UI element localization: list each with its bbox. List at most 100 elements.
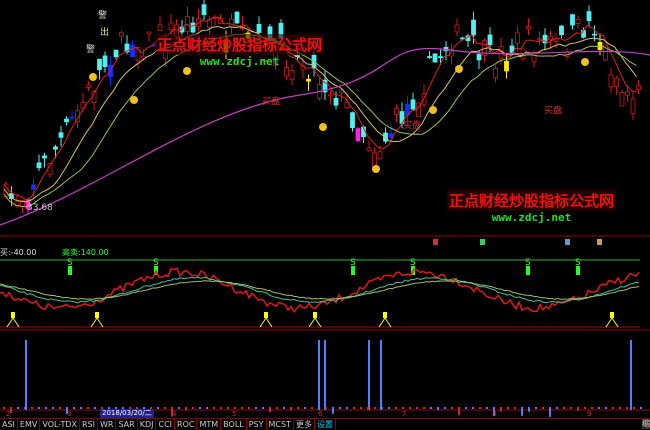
tab-2[interactable]: VOL-TDX [40, 419, 80, 430]
watermark-title: 正点财经炒股指标公式网 [155, 34, 325, 55]
volume-bar [185, 407, 187, 411]
volume-bar [388, 407, 390, 409]
signal-volume-bar [380, 340, 382, 410]
candle [636, 85, 641, 90]
volume-bar [87, 407, 89, 409]
buy-signal-bar [383, 312, 387, 318]
smiley-icon [183, 67, 191, 75]
tab-0[interactable]: ASI [0, 419, 18, 430]
volume-bar [122, 407, 124, 409]
volume-bar [38, 407, 40, 409]
candle [432, 53, 438, 63]
candle [339, 89, 344, 94]
candle [229, 18, 234, 28]
watermark-url: www.zdcj.net [199, 55, 280, 68]
volume-bar [17, 407, 19, 409]
volume-bar [465, 407, 467, 409]
candle [526, 26, 531, 30]
candle [190, 22, 196, 33]
sell-signal-label: S [67, 258, 73, 268]
candle [86, 84, 91, 88]
volume-bar [486, 407, 488, 409]
candle [146, 31, 152, 35]
watermark-bottom: 正点财经炒股指标公式网 www.zdcj.net [447, 190, 617, 224]
candle [108, 64, 113, 78]
sell-signal-bar [576, 266, 580, 275]
candle [58, 132, 64, 138]
volume-bar [52, 407, 54, 409]
indicator-buy-label: 买:-40.00 [0, 248, 37, 257]
tab-4[interactable]: WR [98, 419, 117, 430]
candle [284, 67, 289, 77]
volume-bar [395, 407, 397, 409]
tab-12[interactable]: MCST [267, 419, 294, 430]
buy-signal-marker [6, 317, 20, 328]
tab-10[interactable]: BOLL [221, 419, 247, 430]
volume-bar [325, 407, 327, 409]
sell-signal-label: S [410, 258, 416, 268]
volume-bar [213, 407, 215, 409]
smiley-icon [372, 165, 380, 173]
volume-bar [171, 407, 173, 417]
tab-3[interactable]: RSI [80, 419, 98, 430]
buy-signal-marker [605, 317, 619, 328]
candle [289, 70, 295, 80]
candle [141, 55, 146, 59]
volume-bar [556, 407, 558, 409]
axis-tick: 7 [402, 410, 407, 418]
buy-signal-bar [313, 312, 317, 318]
tab-5[interactable]: SAR [116, 419, 138, 430]
smiley-icon [319, 123, 327, 131]
signal-marker-icon [480, 239, 485, 245]
signal-marker-icon [565, 239, 570, 245]
moving-average-line [3, 33, 637, 208]
buy-label: 买盘 [262, 97, 281, 107]
volume-bar [248, 407, 250, 409]
volume-bar [283, 407, 285, 409]
candle [504, 60, 509, 72]
candle [53, 146, 58, 150]
volume-bar [521, 407, 523, 416]
candle [262, 59, 267, 62]
tab-9[interactable]: MTM [197, 419, 222, 430]
axis-tick: 5 [232, 410, 237, 418]
tab-11[interactable]: PSY [247, 419, 267, 430]
volume-bar [255, 407, 257, 409]
volume-bar [626, 407, 628, 409]
candle [42, 155, 47, 159]
candle [256, 24, 262, 33]
candle [355, 128, 361, 141]
candle [201, 4, 207, 16]
tab-6[interactable]: KDJ [138, 419, 157, 430]
candle [344, 101, 350, 109]
tab-7[interactable]: CCI [156, 419, 176, 430]
volume-bar [290, 407, 292, 411]
volume-bar [66, 407, 68, 415]
volume-bar [507, 407, 509, 409]
volume-bar [409, 407, 411, 409]
volume-bar [332, 407, 334, 414]
tab-1[interactable]: EMV [18, 419, 41, 430]
buy-signal-bar [610, 312, 614, 318]
tab-13[interactable]: 更多 [294, 419, 315, 430]
sell-signal-label: S [153, 258, 159, 268]
candle [333, 97, 339, 106]
candle [592, 33, 597, 36]
volume-bar [143, 407, 145, 409]
corner-button[interactable]: 缩 [642, 419, 650, 429]
candle [31, 184, 36, 190]
indicator-tab-bar: ASI EMV VOL-TDX RSI WR SAR KDJ CCI ROC MTM BOLL PSY… [0, 418, 650, 430]
candle [64, 118, 69, 123]
smiley-icon [429, 106, 437, 114]
volume-bar [73, 407, 75, 409]
indicator-sell-label: 高卖:140.00 [62, 248, 109, 257]
tab-14[interactable]: 设置 [315, 419, 336, 430]
candle [36, 162, 42, 169]
date-axis: 2 3 4 5 6 7 8 9 [0, 410, 650, 418]
tab-8[interactable]: ROC [175, 419, 198, 430]
candle [531, 52, 537, 63]
signal-marker-icon [433, 239, 438, 245]
candle [372, 152, 377, 167]
volume-bar [206, 407, 208, 409]
